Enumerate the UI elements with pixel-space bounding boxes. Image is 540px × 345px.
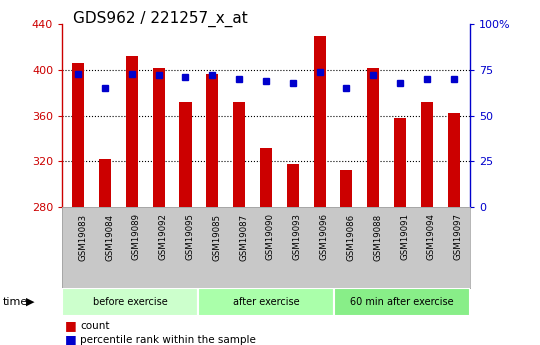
Bar [198,288,334,316]
Bar [126,56,138,207]
Text: before exercise: before exercise [93,297,167,307]
Bar [287,164,299,207]
Bar [394,118,406,207]
Text: GSM19093: GSM19093 [293,214,302,260]
Text: ▶: ▶ [26,297,35,307]
Text: time: time [3,297,28,307]
Text: GSM19087: GSM19087 [239,214,248,260]
Text: GSM19090: GSM19090 [266,214,275,260]
Bar [421,102,433,207]
Text: GSM19084: GSM19084 [105,214,114,260]
Bar [334,288,470,316]
Bar [72,63,84,207]
Bar [62,288,198,316]
Text: percentile rank within the sample: percentile rank within the sample [80,335,256,345]
Bar [314,36,326,207]
Bar [206,75,218,207]
Text: count: count [80,321,110,331]
Text: GDS962 / 221257_x_at: GDS962 / 221257_x_at [73,10,248,27]
Text: GSM19095: GSM19095 [185,214,194,260]
Bar [233,102,245,207]
Text: GSM19088: GSM19088 [373,214,382,260]
Text: 60 min after exercise: 60 min after exercise [350,297,454,307]
Text: GSM19091: GSM19091 [400,214,409,260]
Bar [153,68,165,207]
Bar [99,159,111,207]
Text: after exercise: after exercise [233,297,299,307]
Text: GSM19083: GSM19083 [78,214,87,260]
Text: ■: ■ [65,333,77,345]
Bar [340,170,353,207]
Text: GSM19097: GSM19097 [454,214,463,260]
Bar [367,68,379,207]
Text: ■: ■ [65,319,77,333]
Bar [179,102,192,207]
Text: GSM19089: GSM19089 [132,214,141,260]
Text: GSM19092: GSM19092 [159,214,167,260]
Bar [260,148,272,207]
Text: GSM19085: GSM19085 [212,214,221,260]
Text: GSM19086: GSM19086 [347,214,355,260]
Text: GSM19096: GSM19096 [320,214,329,260]
Bar [448,113,460,207]
Text: GSM19094: GSM19094 [427,214,436,260]
